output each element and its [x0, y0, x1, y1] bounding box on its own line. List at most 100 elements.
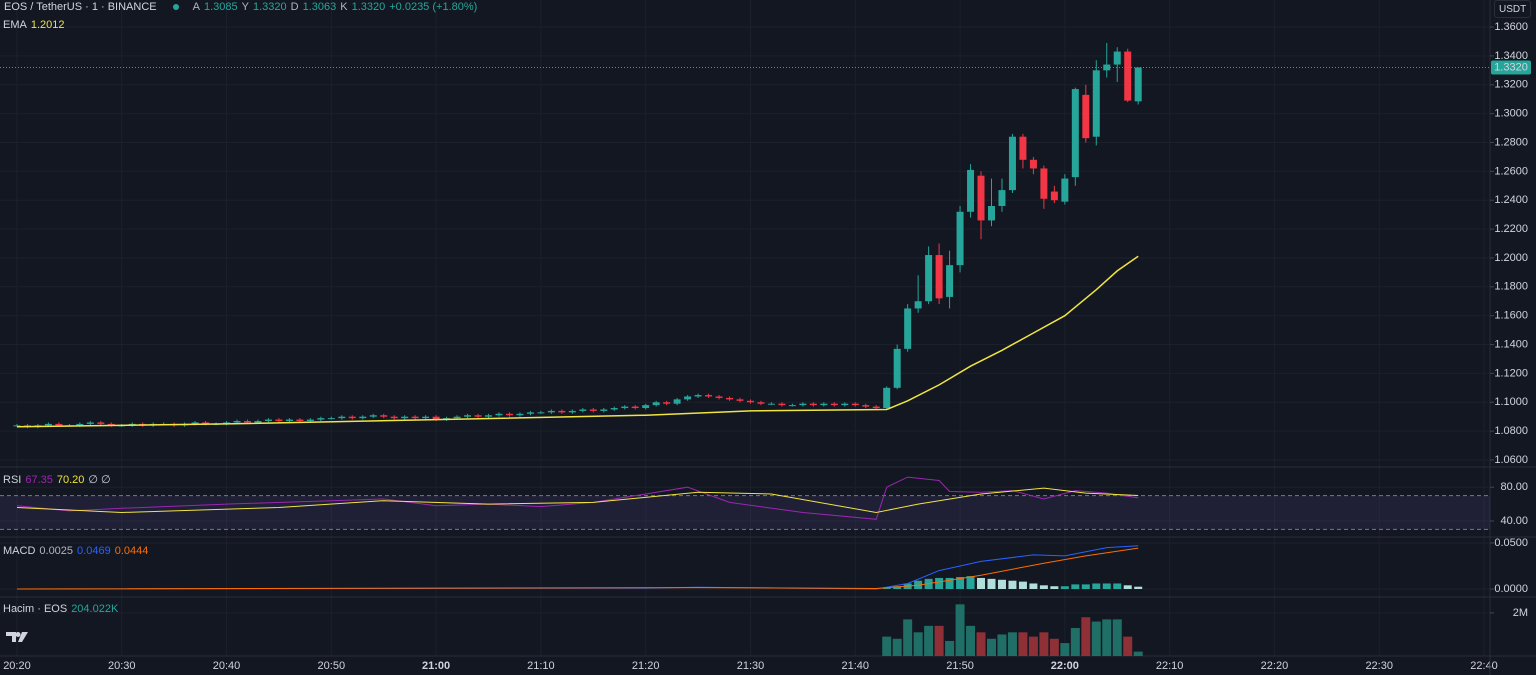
candle-body: [778, 403, 786, 406]
candle-body: [767, 403, 775, 405]
candle-body: [862, 405, 870, 407]
change: +0.0235 (+1.80%): [389, 1, 478, 13]
macd-hist-bar: [1134, 586, 1143, 589]
macd-hist-bar: [1071, 584, 1080, 589]
candle-body: [1029, 159, 1037, 169]
volume-bar: [934, 625, 944, 656]
candle-body: [401, 416, 409, 419]
y-tick-label: 1.2000: [1494, 252, 1528, 264]
volume-bar: [986, 638, 996, 656]
macd-hist-value: 0.0025: [39, 545, 74, 557]
x-tick-label: 22:40: [1470, 660, 1498, 672]
x-tick-label: 21:40: [842, 660, 870, 672]
candle-body: [851, 403, 859, 406]
currency-button[interactable]: USDT: [1494, 0, 1532, 18]
candle-body: [202, 422, 210, 424]
last-price-badge: [1491, 60, 1531, 75]
y-tick-label: 0.0500: [1494, 537, 1528, 549]
macd-hist-bar: [1102, 583, 1111, 589]
rsi-band: [0, 495, 1490, 530]
candle-body: [1050, 191, 1058, 201]
macd-hist-bar: [1060, 586, 1069, 589]
candle-body: [485, 415, 493, 417]
volume-bar: [1102, 619, 1112, 656]
volume-bar: [1060, 643, 1070, 656]
last-price-label: 1.3320: [1494, 61, 1528, 73]
macd-header: MACD 0.0025 0.0469 0.0444: [3, 545, 148, 557]
y-tick-label: 1.1000: [1494, 396, 1528, 408]
candle-body: [306, 419, 314, 422]
y-tick-label: 1.3400: [1494, 50, 1528, 62]
volume-label[interactable]: Hacim · EOS: [3, 603, 68, 615]
candle-body: [684, 396, 692, 400]
close: 1.3320: [351, 1, 386, 13]
candle-body: [673, 399, 681, 404]
x-tick-label: 21:30: [737, 660, 765, 672]
candle-body: [652, 402, 660, 406]
x-tick-label: 22:30: [1365, 660, 1393, 672]
candle-body: [76, 423, 84, 426]
candle-body: [338, 416, 346, 419]
macd-label[interactable]: MACD: [3, 545, 36, 557]
rsi-extra: ∅ ∅: [88, 474, 111, 486]
candle-body: [537, 412, 545, 414]
candle-body: [642, 405, 650, 409]
candle-body: [726, 397, 734, 400]
candle-body: [44, 423, 52, 426]
candle-body: [275, 419, 283, 422]
open-label: A: [192, 1, 200, 13]
ema-label[interactable]: EMA: [3, 19, 27, 31]
candle-body: [705, 395, 713, 397]
status-dot: [172, 4, 179, 10]
volume-bar: [924, 625, 934, 656]
candle-body: [1061, 178, 1069, 202]
y-tick-label: 1.2200: [1494, 223, 1528, 235]
macd-hist-bar: [893, 586, 902, 589]
macd-hist-bar: [1123, 585, 1132, 589]
y-tick-label: 1.3200: [1494, 79, 1528, 91]
x-tick-label: 20:50: [318, 660, 346, 672]
candle-body: [987, 205, 995, 221]
candle-body: [914, 301, 922, 309]
candle-body: [191, 422, 199, 424]
volume-bar: [892, 638, 902, 656]
macd-hist-bar: [1081, 584, 1090, 589]
candle-body: [967, 169, 975, 212]
y-tick-label: 40.00: [1500, 515, 1528, 527]
volume-bar: [1028, 636, 1038, 656]
candle-body: [998, 190, 1006, 206]
macd-hist-bar: [1050, 586, 1059, 589]
candle-body: [621, 406, 629, 409]
candle-body: [464, 415, 472, 417]
y-tick-label: 1.0800: [1494, 425, 1528, 437]
candle-body: [1071, 89, 1079, 178]
symbol[interactable]: EOS / TetherUS · 1 · BINANCE: [4, 1, 157, 13]
rsi-label[interactable]: RSI: [3, 473, 22, 486]
macd-hist-bar: [1018, 581, 1027, 589]
logo-dot: [15, 632, 21, 637]
y-tick-label: 1.1400: [1494, 338, 1528, 350]
low-label: D: [290, 1, 299, 13]
candle-body: [55, 423, 63, 426]
y-tick-label: 1.2800: [1494, 136, 1528, 148]
candle-body: [432, 416, 440, 420]
volume-bar: [1133, 651, 1143, 656]
candle-body: [264, 419, 272, 422]
rsi-ma-line: [16, 487, 1139, 514]
candle-body: [1103, 64, 1111, 71]
volume-bar: [1091, 621, 1101, 656]
y-tick-label: 1.2600: [1494, 165, 1528, 177]
y-tick-label: 80.00: [1500, 481, 1528, 493]
candle-body: [97, 422, 105, 424]
candle-body: [369, 415, 377, 417]
candle-body: [925, 255, 933, 302]
candle-body: [474, 415, 482, 417]
candle-body: [422, 416, 430, 419]
x-tick-label: 21:20: [632, 660, 660, 672]
candle-body: [1040, 168, 1048, 199]
macd-hist-bar: [1113, 583, 1122, 589]
macd-hist-bar: [997, 579, 1006, 589]
candle-body: [904, 308, 912, 349]
